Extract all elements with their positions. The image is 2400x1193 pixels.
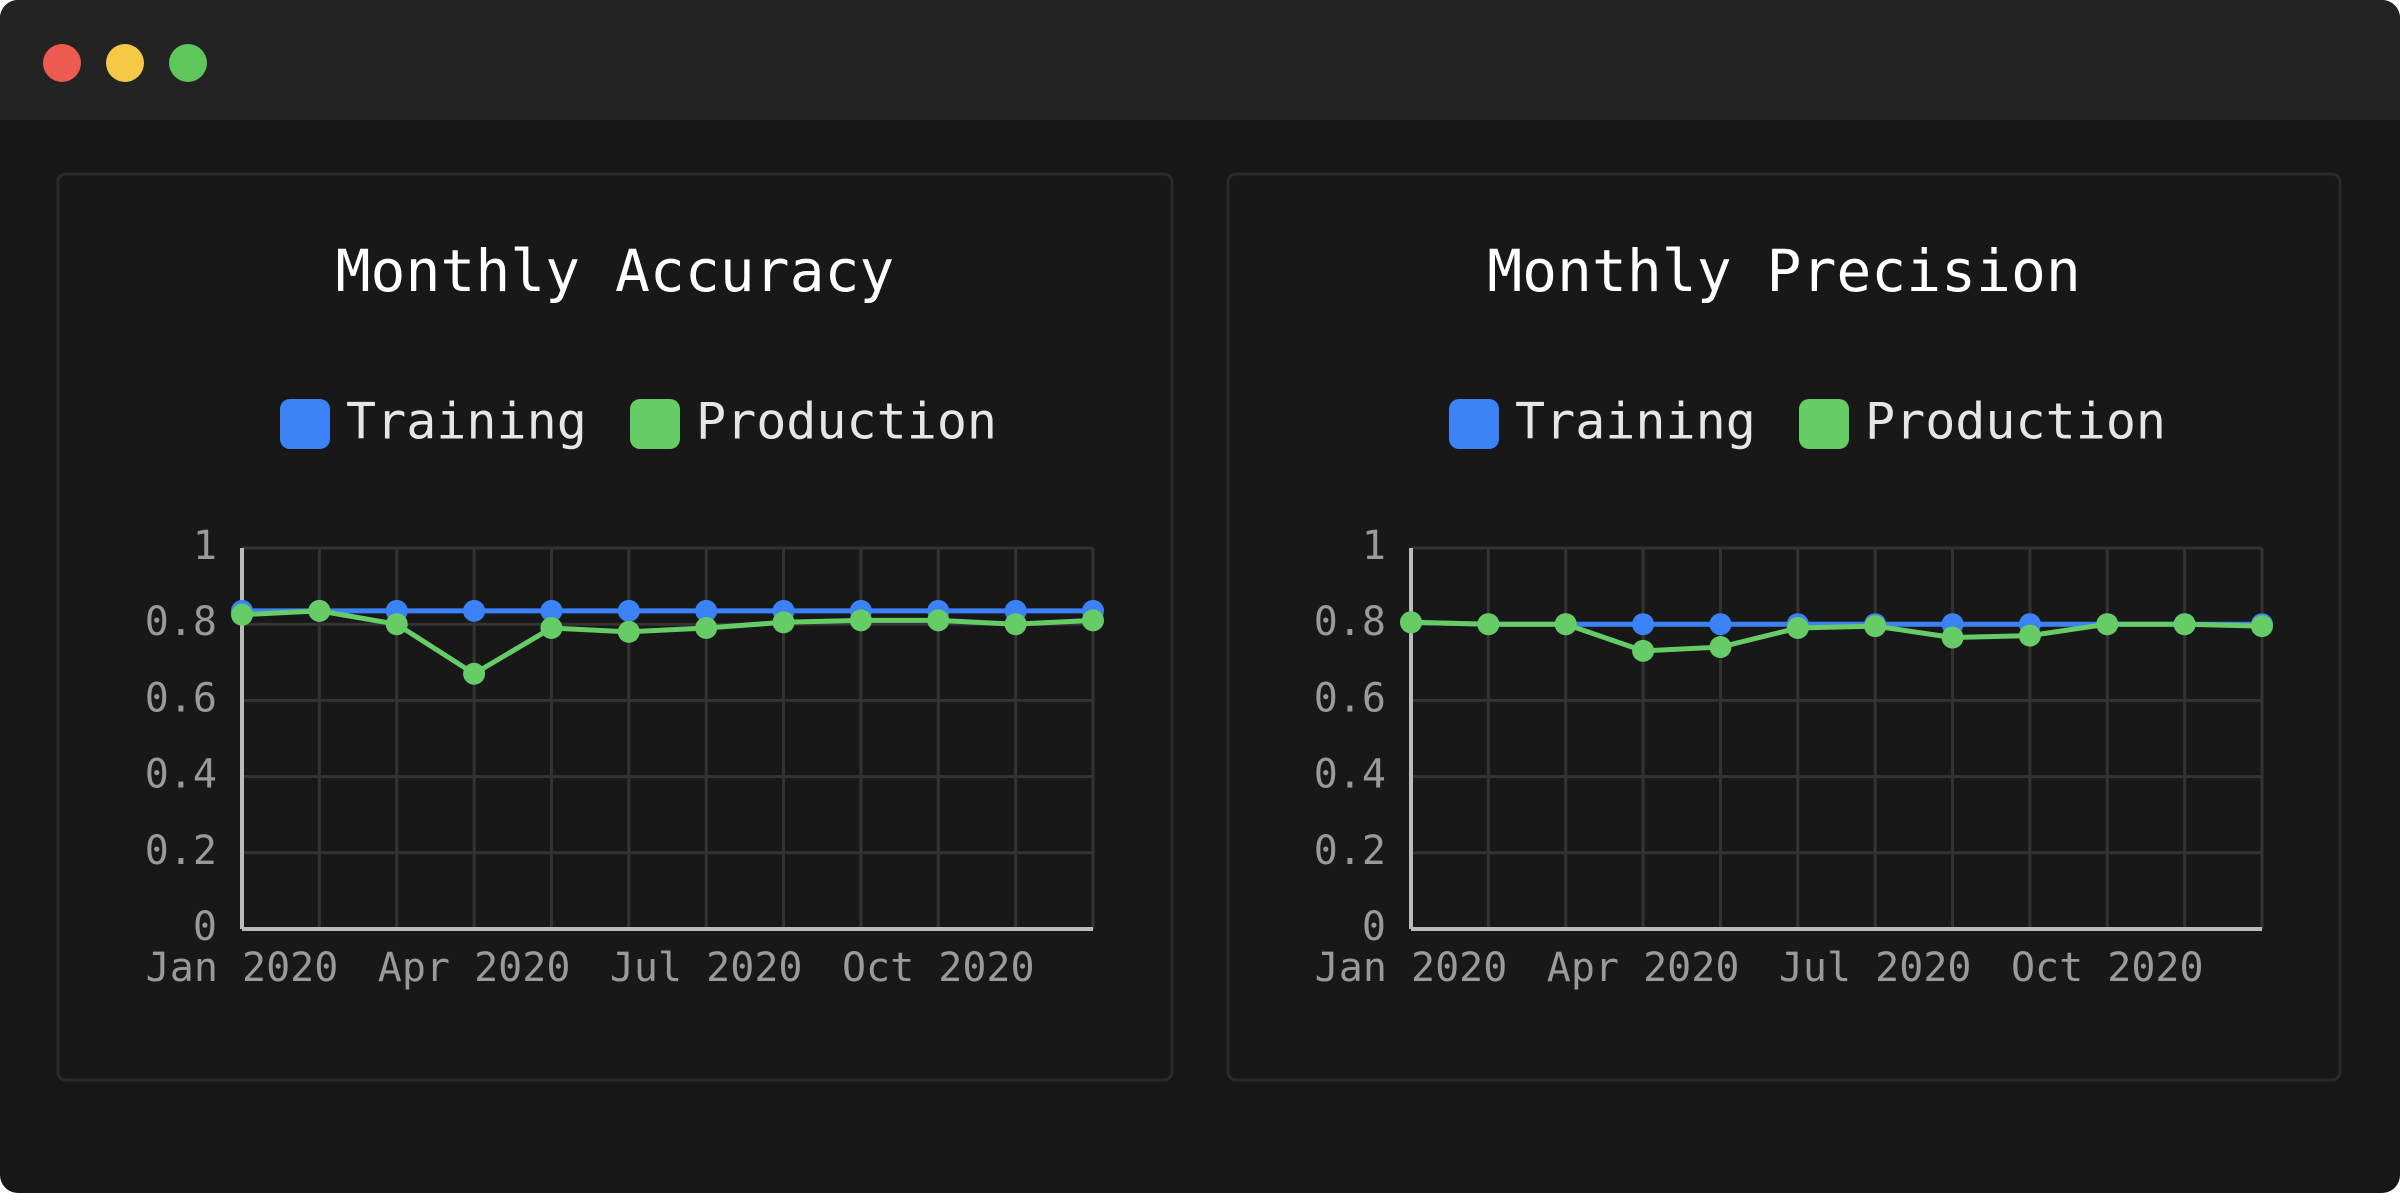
data-point <box>849 609 872 632</box>
data-point <box>463 662 486 685</box>
data-point <box>385 613 408 636</box>
legend-swatch <box>1799 399 1849 449</box>
y-tick-label: 1 <box>193 523 217 569</box>
x-tick-label: Jul 2020 <box>1779 945 1972 991</box>
data-point <box>927 609 950 632</box>
data-point <box>1941 626 1964 649</box>
data-point <box>772 611 795 634</box>
x-tick-label: Jan 2020 <box>1315 945 1508 991</box>
y-tick-label: 0.8 <box>1314 599 1386 645</box>
data-point <box>540 599 563 622</box>
legend-swatch <box>630 399 680 449</box>
minimize-button[interactable] <box>106 44 144 82</box>
data-point <box>695 599 718 622</box>
y-tick-label: 0 <box>1362 904 1386 950</box>
data-point <box>1400 611 1422 634</box>
y-tick-label: 0.2 <box>1314 828 1386 874</box>
data-point <box>1632 613 1655 636</box>
y-tick-label: 0.8 <box>145 599 217 645</box>
legend-swatch <box>280 399 330 449</box>
x-tick-label: Oct 2020 <box>842 945 1035 991</box>
y-tick-label: 0.4 <box>145 752 217 798</box>
data-point <box>2251 615 2273 638</box>
data-point <box>2018 624 2041 647</box>
x-tick-label: Apr 2020 <box>378 945 571 991</box>
x-tick-label: Oct 2020 <box>2011 945 2204 991</box>
legend-swatch <box>1449 399 1499 449</box>
y-tick-label: 0.4 <box>1314 752 1386 798</box>
title-bar <box>0 0 2400 120</box>
legend-label: Production <box>696 393 997 451</box>
data-point <box>1864 615 1887 638</box>
data-point <box>2096 613 2119 636</box>
data-point <box>1709 613 1732 636</box>
chart-title: Monthly Accuracy <box>336 237 895 305</box>
x-tick-label: Jul 2020 <box>610 945 803 991</box>
series-line <box>241 608 1094 677</box>
maximize-button[interactable] <box>169 44 207 82</box>
data-point <box>617 620 640 643</box>
chart-title: Monthly Precision <box>1487 237 2081 305</box>
data-point <box>1004 613 1027 636</box>
y-tick-label: 0.6 <box>145 675 217 721</box>
y-tick-label: 1 <box>1362 523 1386 569</box>
data-point <box>2173 613 2196 636</box>
series-line <box>1410 619 2263 654</box>
data-point <box>1709 636 1732 659</box>
y-tick-label: 0.2 <box>145 828 217 874</box>
y-tick-label: 0 <box>193 904 217 950</box>
data-point <box>1632 639 1655 662</box>
data-point <box>695 617 718 640</box>
data-point <box>1786 617 1809 640</box>
close-button[interactable] <box>43 44 81 82</box>
data-point <box>463 599 486 622</box>
x-tick-label: Jan 2020 <box>146 945 339 991</box>
data-point <box>617 599 640 622</box>
data-point <box>231 603 253 626</box>
legend-label: Production <box>1865 393 2166 451</box>
y-tick-label: 0.6 <box>1314 675 1386 721</box>
legend-label: Training <box>1515 393 1756 451</box>
x-tick-label: Apr 2020 <box>1547 945 1740 991</box>
data-point <box>540 617 563 640</box>
data-point <box>1554 613 1577 636</box>
data-point <box>308 599 331 622</box>
legend-label: Training <box>346 393 587 451</box>
data-point <box>1477 613 1500 636</box>
data-point <box>1082 609 1104 632</box>
